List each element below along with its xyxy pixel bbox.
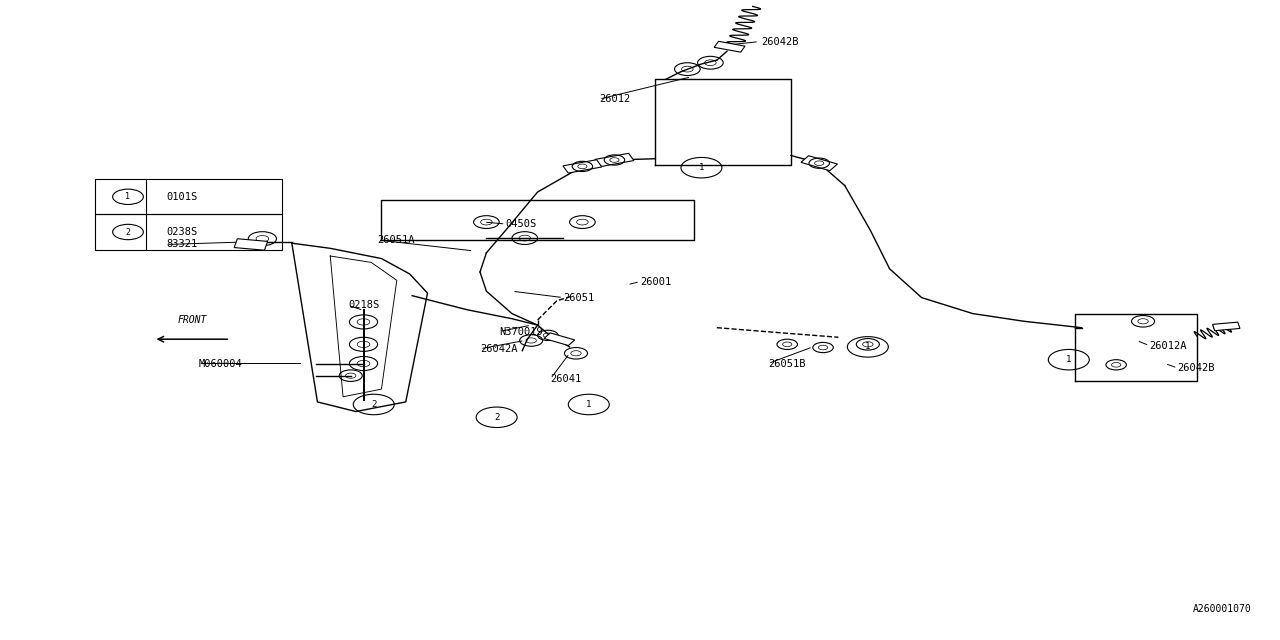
- Text: 2: 2: [494, 413, 499, 422]
- Text: 1: 1: [865, 342, 870, 351]
- Text: 26042A: 26042A: [480, 344, 517, 354]
- Text: 2: 2: [371, 400, 376, 409]
- Text: 26001: 26001: [640, 276, 671, 287]
- Bar: [544, 333, 575, 346]
- Bar: [95, 179, 282, 214]
- Text: 26042B: 26042B: [1178, 363, 1215, 373]
- Text: 26051A: 26051A: [378, 235, 415, 245]
- Text: N370019: N370019: [499, 326, 543, 337]
- Text: 0238S: 0238S: [166, 227, 197, 237]
- Text: 1: 1: [125, 192, 131, 202]
- Text: 1: 1: [1066, 355, 1071, 364]
- Text: 26051B: 26051B: [768, 358, 805, 369]
- Text: 26012: 26012: [599, 94, 630, 104]
- Bar: [234, 239, 268, 250]
- Text: 26051: 26051: [563, 292, 594, 303]
- Text: A260001070: A260001070: [1193, 604, 1252, 614]
- Text: 0450S: 0450S: [506, 219, 536, 229]
- Text: 1: 1: [586, 400, 591, 409]
- Bar: [563, 160, 602, 173]
- Text: 26012A: 26012A: [1149, 340, 1187, 351]
- Text: 1: 1: [699, 163, 704, 172]
- Text: 2: 2: [125, 227, 131, 237]
- Bar: [1212, 322, 1240, 331]
- Bar: [714, 42, 745, 52]
- Text: 26041: 26041: [550, 374, 581, 384]
- Text: 83321: 83321: [166, 239, 197, 250]
- Text: 0101S: 0101S: [166, 192, 197, 202]
- Bar: [801, 156, 837, 171]
- Text: FRONT: FRONT: [178, 315, 206, 325]
- Bar: [95, 214, 282, 250]
- Text: 26042B: 26042B: [762, 36, 799, 47]
- Bar: [595, 154, 634, 166]
- Text: 0218S: 0218S: [348, 300, 379, 310]
- Text: M060004: M060004: [198, 358, 242, 369]
